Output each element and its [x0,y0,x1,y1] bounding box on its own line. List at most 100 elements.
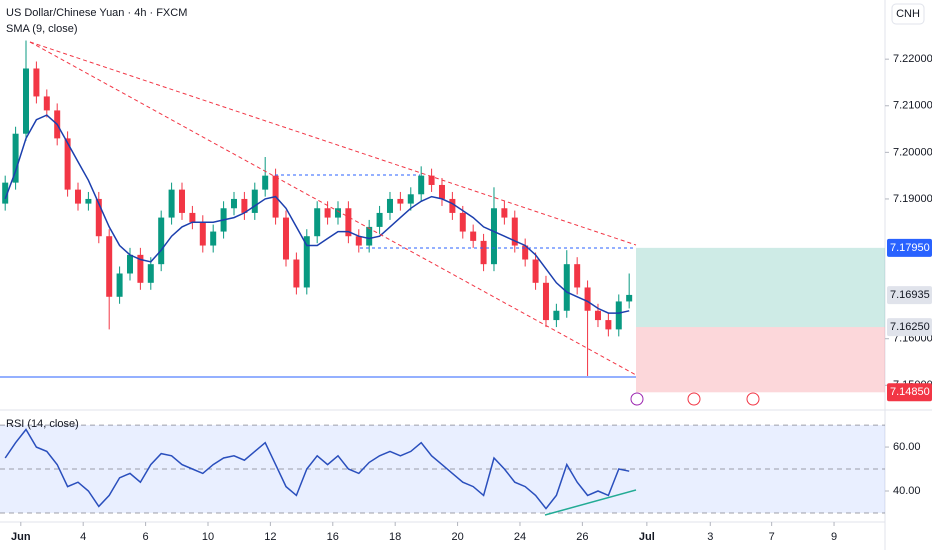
candle-body [334,208,341,218]
candle-body [626,294,633,302]
currency: CNH [896,8,920,20]
candle-body [615,301,622,330]
candle-body [428,175,435,185]
candle-body [449,198,456,213]
y-tick-label: 7.22000 [893,53,932,65]
candle-body [574,264,581,288]
candle-body [12,133,19,183]
x-tick-label: 10 [202,531,214,543]
indicator-label: SMA (9, close) [6,23,78,35]
candle-body [345,208,352,237]
candle-body [438,184,445,199]
candle-body [584,287,591,311]
candle-body [126,254,133,274]
candle-body [262,175,269,190]
x-tick-label: 6 [143,531,149,543]
candle-body [178,189,185,213]
candle-body [522,245,529,260]
candle-body [511,217,518,246]
candle-body [480,240,487,265]
x-tick-label: 16 [327,531,339,543]
x-tick-label: 12 [264,531,276,543]
x-tick-label: Jul [639,531,655,543]
x-tick-label: 24 [514,531,526,543]
candle-body [459,212,466,232]
candle-body [282,217,289,260]
candle-body [95,198,102,237]
y-tick-label: 60.00 [893,441,921,453]
price-badge-label: 7.16250 [890,321,930,333]
price-badge-label: 7.16935 [890,289,930,301]
candle-body [418,175,425,195]
candle-body [33,68,40,97]
event-icon[interactable] [687,392,701,406]
price-badge [887,238,932,257]
candle-body [563,264,570,311]
candle-body [303,236,310,288]
rsi-line [4,428,630,510]
x-tick-label: 3 [707,531,713,543]
x-tick-label: 18 [389,531,401,543]
candle-body [324,208,331,218]
plot [0,40,885,514]
price-badge [887,286,932,305]
candle-body [116,273,123,297]
trendline [29,41,637,246]
candle-body [230,198,237,209]
event-icon[interactable] [630,392,644,406]
x-tick-label: 20 [451,531,463,543]
candle-body [355,236,362,246]
candle-body [251,189,258,213]
candle-body [189,212,196,223]
chart-title: US Dollar/Chinese Yuan · 4h · FXCM [6,7,187,19]
event-icon[interactable] [746,392,760,406]
x-tick-label: 9 [831,531,837,543]
candle-body [241,198,248,213]
rsi-title: RSI (14, close) [6,418,79,430]
candle-body [594,310,601,321]
candle-body [74,189,81,204]
x-tick-label: 4 [80,531,86,543]
candle-body [168,189,175,218]
price-badge-label: 7.17950 [890,242,930,254]
candle-body [490,208,497,265]
candle-body [532,259,539,283]
candle-body [106,236,113,297]
candle-body [386,198,393,213]
x-tick-label: 26 [576,531,588,543]
candle-body [2,182,9,204]
stop-zone [636,327,885,393]
candle-body [43,96,50,111]
y-tick-label: 7.19000 [893,193,932,205]
trendline [29,41,637,376]
candle-body [22,68,29,134]
y-tick-label: 7.20000 [893,146,932,158]
currency-box[interactable] [891,3,925,25]
price-badge-label: 7.14850 [890,386,930,398]
candle-body [542,282,549,321]
y-tick-label: 40.00 [893,485,921,497]
x-tick-label: Jun [11,531,31,543]
y-tick-label: 7.21000 [893,100,932,112]
candle-body [314,208,321,237]
candle-body [470,231,477,241]
candle-body [553,310,560,321]
candle-body [366,226,373,246]
candle-body [210,231,217,246]
candle-body [501,208,508,218]
sma-line [4,114,630,314]
price-badge [887,383,932,402]
target-zone [636,247,885,328]
candle-body [147,264,154,283]
candle-body [158,217,165,265]
candle-body [293,259,300,288]
candle-body [85,198,92,204]
candle-body [137,254,144,283]
divergence-line [544,489,637,516]
candle-body [397,198,404,204]
candle-body [605,320,612,330]
candle-body [199,222,206,246]
price-badge [887,318,932,337]
